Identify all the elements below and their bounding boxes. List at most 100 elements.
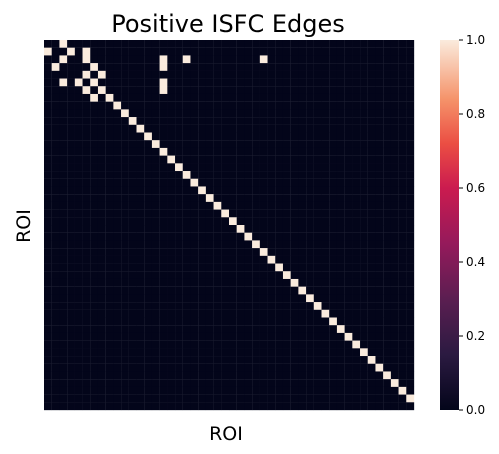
heatmap-cell bbox=[360, 171, 368, 179]
heatmap-cell bbox=[267, 101, 276, 110]
heatmap-cell bbox=[136, 263, 145, 272]
heatmap-cell bbox=[59, 86, 68, 95]
heatmap-cell bbox=[74, 163, 83, 172]
heatmap-cell bbox=[82, 201, 91, 210]
heatmap-cell bbox=[44, 402, 52, 411]
heatmap-cell bbox=[352, 317, 361, 326]
heatmap-cell bbox=[282, 263, 291, 272]
heatmap-cell bbox=[44, 371, 52, 380]
heatmap-cell bbox=[298, 271, 307, 280]
heatmap-cell bbox=[190, 325, 199, 334]
heatmap-cell bbox=[44, 55, 52, 64]
heatmap-cell bbox=[367, 209, 376, 218]
heatmap-cell bbox=[398, 332, 407, 341]
heatmap-cell bbox=[352, 225, 361, 233]
heatmap-cell bbox=[267, 186, 276, 195]
heatmap-cell bbox=[205, 263, 214, 272]
heatmap-cell bbox=[321, 147, 330, 156]
heatmap-cell bbox=[136, 217, 145, 226]
heatmap-cell bbox=[97, 178, 106, 187]
heatmap-cell bbox=[282, 294, 291, 303]
heatmap-cell bbox=[321, 117, 330, 125]
heatmap-cell bbox=[375, 340, 384, 349]
heatmap-cell bbox=[221, 201, 230, 210]
heatmap-cell bbox=[282, 225, 291, 233]
heatmap-cell bbox=[190, 394, 199, 403]
heatmap-cell bbox=[367, 317, 376, 326]
heatmap-cell bbox=[321, 402, 330, 411]
heatmap-cell bbox=[252, 86, 260, 95]
heatmap-cell bbox=[51, 78, 60, 87]
heatmap-cell bbox=[136, 147, 145, 156]
heatmap-cell bbox=[105, 255, 114, 264]
heatmap-cell bbox=[406, 209, 415, 218]
heatmap-cell bbox=[344, 124, 353, 133]
heatmap-cell bbox=[74, 124, 83, 133]
heatmap-cell bbox=[344, 147, 353, 156]
heatmap-cell bbox=[213, 325, 222, 334]
heatmap-cell bbox=[175, 248, 183, 256]
heatmap-cell bbox=[128, 194, 137, 203]
heatmap-cell bbox=[259, 186, 268, 195]
heatmap-cell bbox=[282, 63, 291, 71]
heatmap-cell bbox=[105, 348, 114, 357]
heatmap-cell bbox=[267, 325, 276, 334]
heatmap-cell bbox=[113, 240, 122, 249]
heatmap-cell bbox=[352, 348, 361, 357]
heatmap-cell bbox=[221, 209, 230, 218]
heatmap-cell bbox=[360, 132, 368, 141]
heatmap-cell bbox=[236, 155, 245, 164]
heatmap-cell bbox=[290, 386, 299, 395]
heatmap-cell bbox=[205, 147, 214, 156]
heatmap-cell bbox=[105, 371, 114, 380]
heatmap-cell bbox=[306, 394, 314, 403]
heatmap-cell bbox=[167, 78, 176, 87]
heatmap-cell bbox=[267, 217, 276, 226]
heatmap-cell bbox=[44, 286, 52, 295]
heatmap-cell bbox=[97, 55, 106, 64]
heatmap-cell bbox=[406, 278, 415, 287]
heatmap-cell bbox=[205, 371, 214, 380]
heatmap-cell bbox=[198, 147, 207, 156]
heatmap-cell bbox=[375, 209, 384, 218]
heatmap-cell bbox=[44, 47, 52, 56]
heatmap-cell bbox=[167, 186, 176, 195]
heatmap-cell bbox=[375, 171, 384, 179]
heatmap-cell bbox=[213, 117, 222, 125]
heatmap-cell bbox=[352, 155, 361, 164]
heatmap-cell bbox=[121, 332, 129, 341]
heatmap-cell bbox=[267, 63, 276, 71]
heatmap-cell bbox=[151, 178, 160, 187]
heatmap-cell bbox=[221, 117, 230, 125]
heatmap-cell bbox=[259, 147, 268, 156]
heatmap-cell bbox=[59, 309, 68, 318]
heatmap-cell bbox=[375, 255, 384, 264]
heatmap-cell bbox=[275, 163, 284, 172]
heatmap-cell bbox=[67, 278, 75, 287]
heatmap-cell bbox=[298, 147, 307, 156]
heatmap-cell bbox=[97, 225, 106, 233]
heatmap-cell bbox=[406, 240, 415, 249]
heatmap-cell bbox=[398, 178, 407, 187]
heatmap-cell bbox=[360, 225, 368, 233]
heatmap-cell bbox=[205, 302, 214, 310]
heatmap-cell bbox=[151, 232, 160, 241]
heatmap-cell bbox=[321, 93, 330, 102]
heatmap-cell bbox=[198, 271, 207, 280]
heatmap-cell bbox=[90, 309, 99, 318]
heatmap-cell bbox=[336, 371, 345, 380]
heatmap-cell bbox=[398, 47, 407, 56]
heatmap-cell bbox=[298, 402, 307, 411]
heatmap-cell bbox=[128, 155, 137, 164]
heatmap-cell bbox=[321, 124, 330, 133]
heatmap-cell bbox=[167, 194, 176, 203]
heatmap-cell bbox=[97, 294, 106, 303]
heatmap-cell bbox=[367, 278, 376, 287]
heatmap-cell bbox=[321, 394, 330, 403]
heatmap-cell bbox=[144, 386, 153, 395]
heatmap-cell bbox=[336, 348, 345, 357]
heatmap-cell bbox=[336, 332, 345, 341]
heatmap-cell bbox=[229, 240, 237, 249]
heatmap-cell bbox=[82, 255, 91, 264]
heatmap-cell bbox=[167, 317, 176, 326]
